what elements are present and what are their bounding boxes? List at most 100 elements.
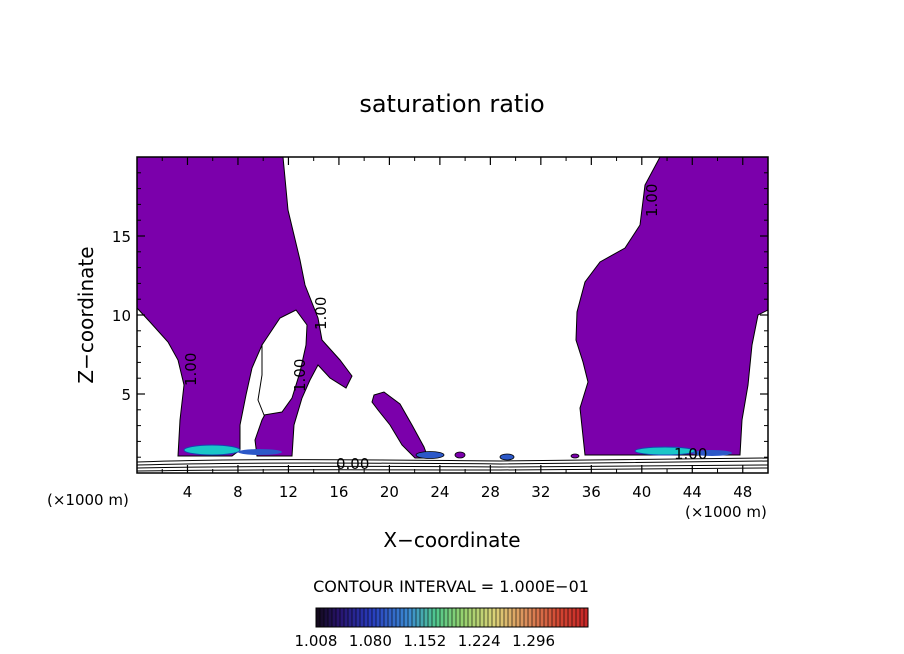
colorbar-swatch	[452, 608, 456, 627]
x-tick-label: 12	[279, 483, 298, 501]
colorbar-label: 1.296	[512, 632, 555, 650]
colorbar-swatch	[552, 608, 556, 627]
colorbar-swatch	[556, 608, 560, 627]
colorbar-swatch	[544, 608, 548, 627]
colorbar-swatch	[524, 608, 528, 627]
colorbar-swatch	[484, 608, 488, 627]
surface-cell	[238, 449, 282, 455]
colorbar-swatch	[316, 608, 320, 627]
colorbar-swatch	[328, 608, 332, 627]
contour-label: 1.00	[312, 297, 330, 330]
colorbar-swatch	[344, 608, 348, 627]
colorbar-swatch	[420, 608, 424, 627]
high-saturation-cell	[634, 446, 696, 456]
colorbar-swatch	[540, 608, 544, 627]
colorbar-swatch	[396, 608, 400, 627]
chart-title: saturation ratio	[359, 90, 544, 118]
colorbar-swatch	[532, 608, 536, 627]
colorbar-swatch	[460, 608, 464, 627]
colorbar-swatch	[412, 608, 416, 627]
colorbar-swatch	[488, 608, 492, 627]
contour-label: 1.00	[674, 445, 707, 463]
colorbar-swatch	[584, 608, 588, 627]
x-axis-label: X−coordinate	[383, 528, 520, 552]
colorbar-swatch	[508, 608, 512, 627]
colorbar-swatch	[528, 608, 532, 627]
colorbar-swatch	[476, 608, 480, 627]
colorbar-swatch	[580, 608, 584, 627]
colorbar-swatch	[572, 608, 576, 627]
colorbar-swatch	[448, 608, 452, 627]
colorbar-swatch	[464, 608, 468, 627]
colorbar-swatch	[332, 608, 336, 627]
x-tick-label: 24	[430, 483, 449, 501]
colorbar-swatch	[340, 608, 344, 627]
x-tick-label: 32	[531, 483, 550, 501]
colorbar-swatch	[384, 608, 388, 627]
x-tick-label: 4	[183, 483, 193, 501]
colorbar-swatch	[568, 608, 572, 627]
colorbar-swatch	[364, 608, 368, 627]
x-tick-label: 28	[481, 483, 500, 501]
x-unit-label-right: (×1000 m)	[685, 503, 767, 521]
colorbar-swatch	[504, 608, 508, 627]
colorbar-swatch	[392, 608, 396, 627]
colorbar-swatch	[436, 608, 440, 627]
colorbar-swatch	[360, 608, 364, 627]
supersaturation-region-center	[371, 391, 429, 459]
colorbar-swatch	[388, 608, 392, 627]
colorbar-swatch	[468, 608, 472, 627]
colorbar-label: 1.008	[295, 632, 338, 650]
colorbar-swatch	[336, 608, 340, 627]
colorbar-label: 1.224	[458, 632, 501, 650]
contour-label: 1.00	[643, 184, 661, 217]
colorbar-swatch	[356, 608, 360, 627]
supersaturation-region-right	[575, 157, 768, 456]
x-unit-label-left: (×1000 m)	[47, 491, 129, 509]
x-tick-label: 36	[582, 483, 601, 501]
colorbar-swatch	[496, 608, 500, 627]
colorbar-swatch	[432, 608, 436, 627]
colorbar-swatch	[348, 608, 352, 627]
y-axis-ticks: 5 10 15	[112, 172, 768, 458]
colorbar-swatch	[576, 608, 580, 627]
colorbar-labels: 1.008 1.080 1.152 1.224 1.296	[295, 632, 556, 650]
colorbar-swatch	[472, 608, 476, 627]
colorbar-label: 1.080	[349, 632, 392, 650]
contour-label: 1.00	[291, 359, 309, 392]
colorbar-swatch	[424, 608, 428, 627]
contour-label: 1.00	[182, 353, 200, 386]
colorbar-swatch	[400, 608, 404, 627]
colorbar-label: 1.152	[403, 632, 446, 650]
colorbar-swatch	[512, 608, 516, 627]
subsaturated-pocket	[257, 309, 308, 416]
colorbar-swatch	[536, 608, 540, 627]
supersaturation-region-left	[137, 157, 353, 457]
colorbar-swatch	[560, 608, 564, 627]
surface-cell	[570, 453, 580, 459]
surface-cell	[454, 451, 466, 459]
colorbar-swatch	[428, 608, 432, 627]
y-tick-label: 5	[121, 386, 131, 404]
x-tick-label: 44	[683, 483, 702, 501]
y-tick-label: 10	[112, 307, 131, 325]
colorbar-swatch	[564, 608, 568, 627]
colorbar-swatch	[320, 608, 324, 627]
x-tick-label: 8	[233, 483, 243, 501]
x-tick-label: 40	[632, 483, 651, 501]
surface-cell	[415, 451, 445, 459]
y-axis-label: Z−coordinate	[74, 246, 98, 383]
surface-cell	[692, 450, 732, 456]
colorbar-swatch	[548, 608, 552, 627]
x-tick-label: 20	[380, 483, 399, 501]
contour-label: 0.00	[336, 455, 369, 473]
high-saturation-cell	[183, 444, 241, 456]
colorbar-swatch	[376, 608, 380, 627]
colorbar-swatch	[520, 608, 524, 627]
colorbar-swatch	[408, 608, 412, 627]
colorbar-swatch	[516, 608, 520, 627]
colorbar-swatch	[456, 608, 460, 627]
colorbar-swatch	[440, 608, 444, 627]
plot-area	[137, 157, 768, 472]
